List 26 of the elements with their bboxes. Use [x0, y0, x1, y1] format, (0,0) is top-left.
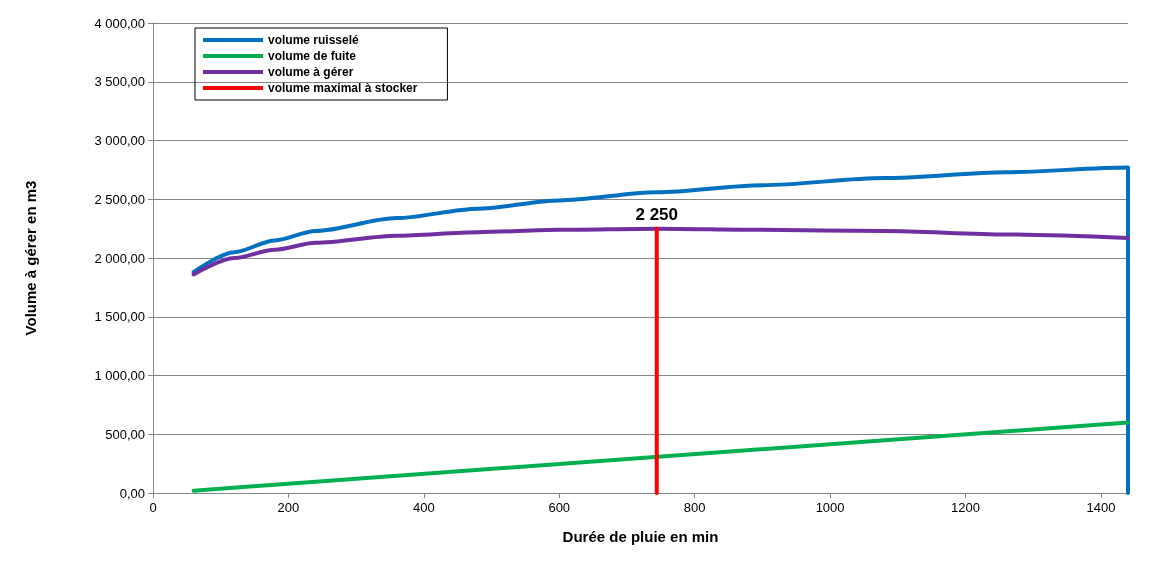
data-label: 2 250	[635, 204, 679, 224]
line-series	[191, 165, 1130, 495]
x-tick-label: 1400	[1086, 500, 1116, 515]
line-series	[191, 226, 1130, 277]
x-tick-label: 0	[149, 500, 157, 515]
y-axis-title: Volume à gérer en m3	[22, 180, 39, 336]
x-tick-label: 600	[548, 500, 571, 515]
x-tick-label: 400	[412, 500, 435, 515]
x-tick-label: 1000	[815, 500, 845, 515]
y-tick-label: 500,00	[105, 426, 145, 442]
y-tick-label: 1 500,00	[94, 309, 145, 325]
y-tick-label: 3 500,00	[94, 74, 145, 90]
legend-label: volume maximal à stocker	[268, 81, 418, 95]
y-tick-label: 4 000,00	[94, 15, 145, 31]
y-tick-label: 2 000,00	[94, 250, 145, 266]
legend-label: volume ruisselé	[268, 33, 360, 47]
legend-label: volume à gérer	[268, 65, 354, 79]
x-tick-label: 800	[683, 500, 706, 515]
y-tick-label: 1 000,00	[94, 368, 145, 383]
y-tick-label: 2 500,00	[94, 191, 145, 207]
y-tick-label: 0,00	[119, 485, 145, 501]
x-axis-title: Durée de pluie en min	[562, 528, 719, 545]
legend-label: volume de fuite	[268, 49, 357, 63]
x-tick-label: 1200	[951, 500, 980, 515]
y-tick-label: 3 000,00	[94, 133, 145, 148]
x-tick-label: 200	[277, 500, 300, 515]
